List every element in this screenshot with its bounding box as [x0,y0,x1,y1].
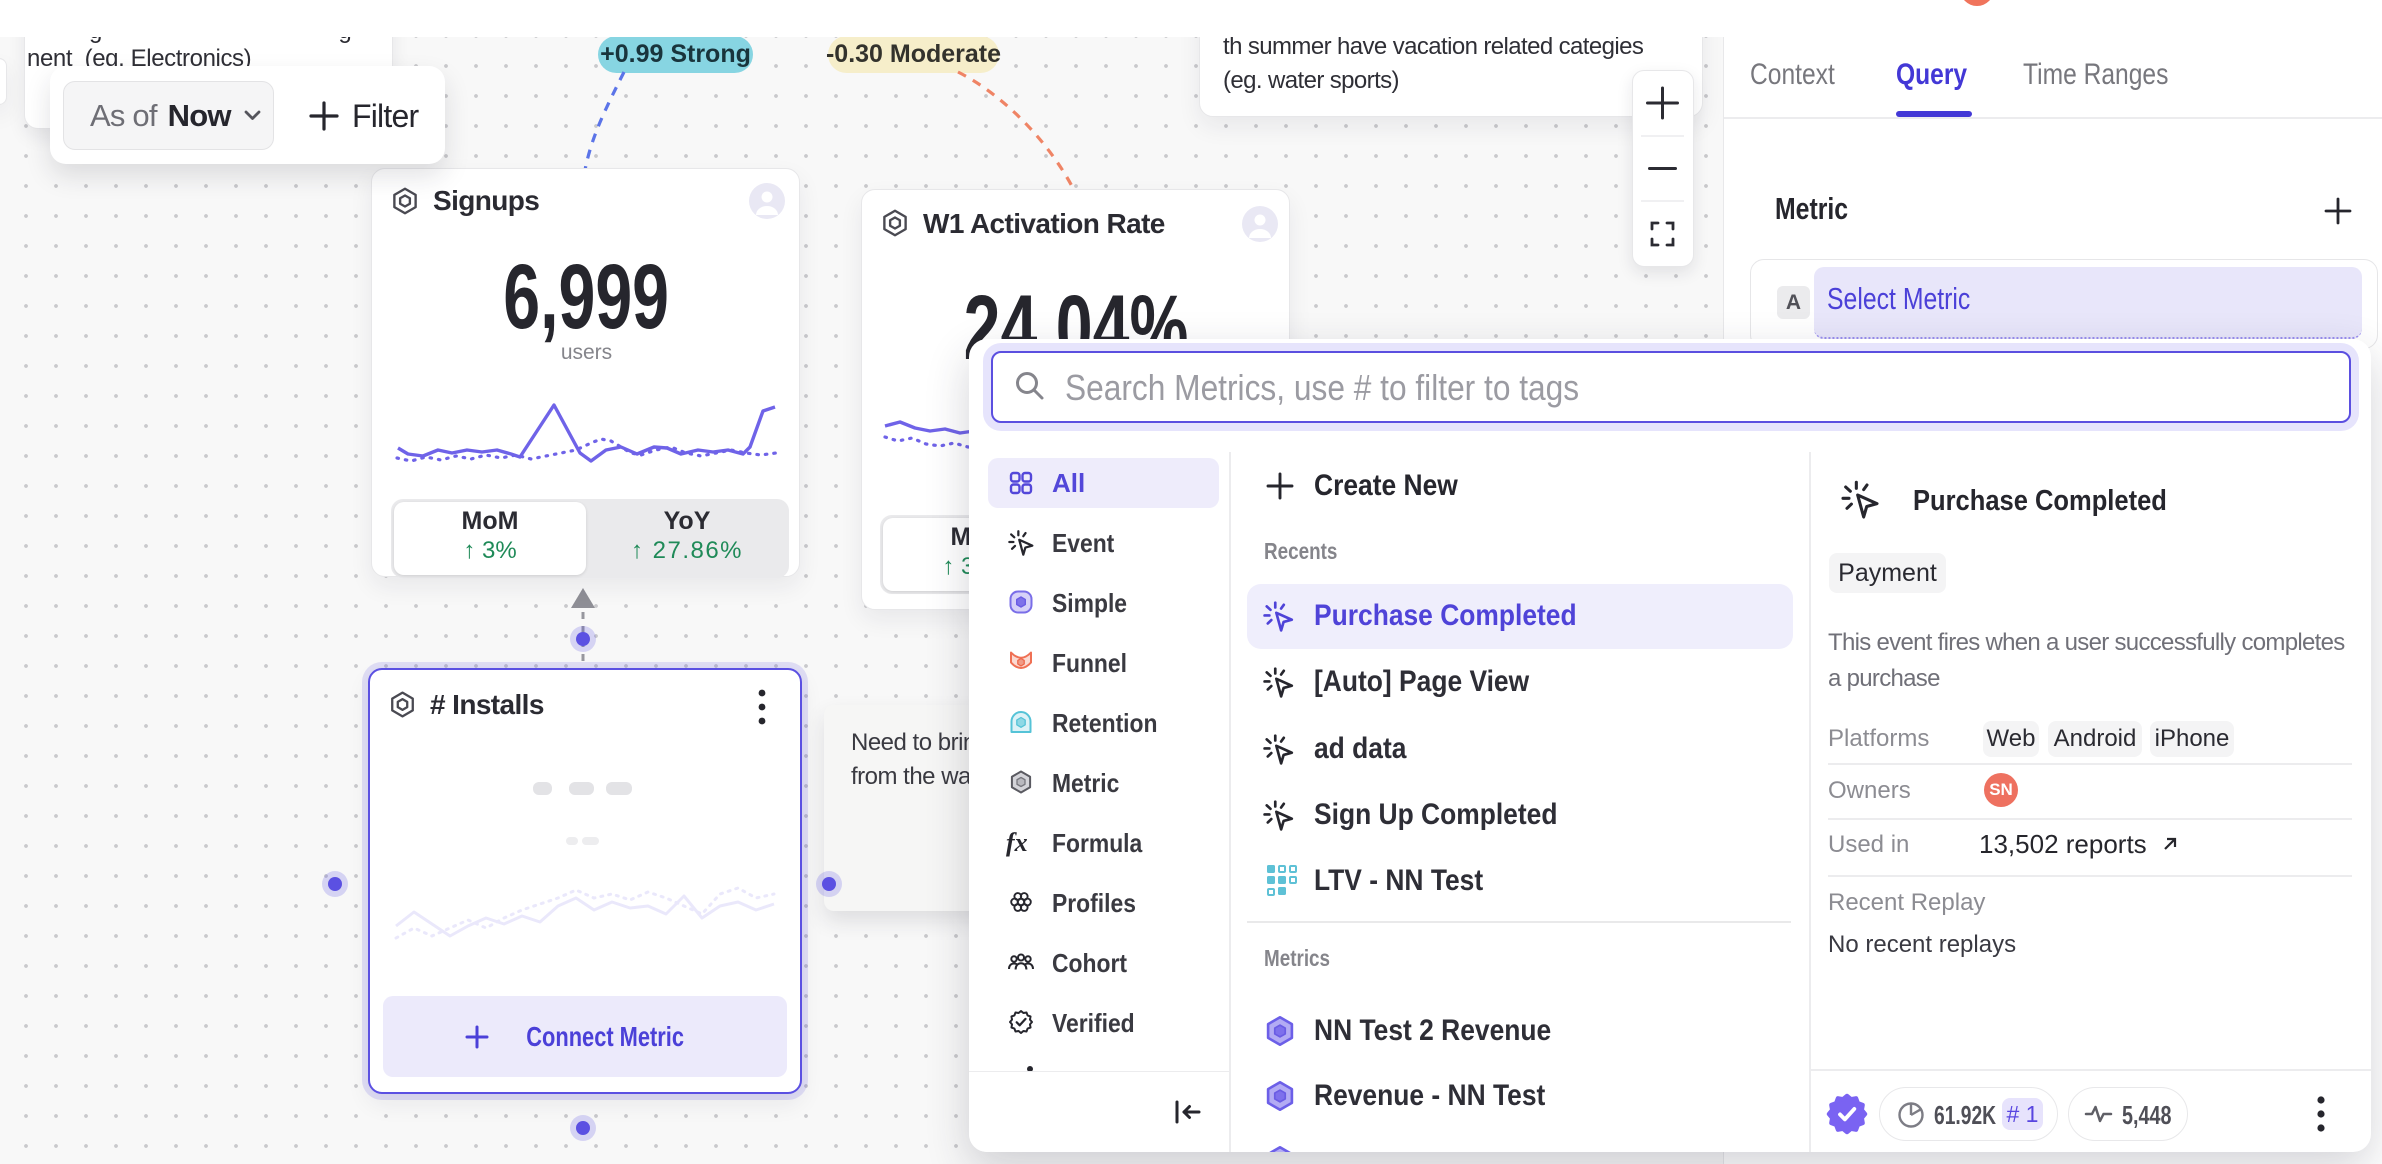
svg-text:fx: fx [1006,828,1028,857]
